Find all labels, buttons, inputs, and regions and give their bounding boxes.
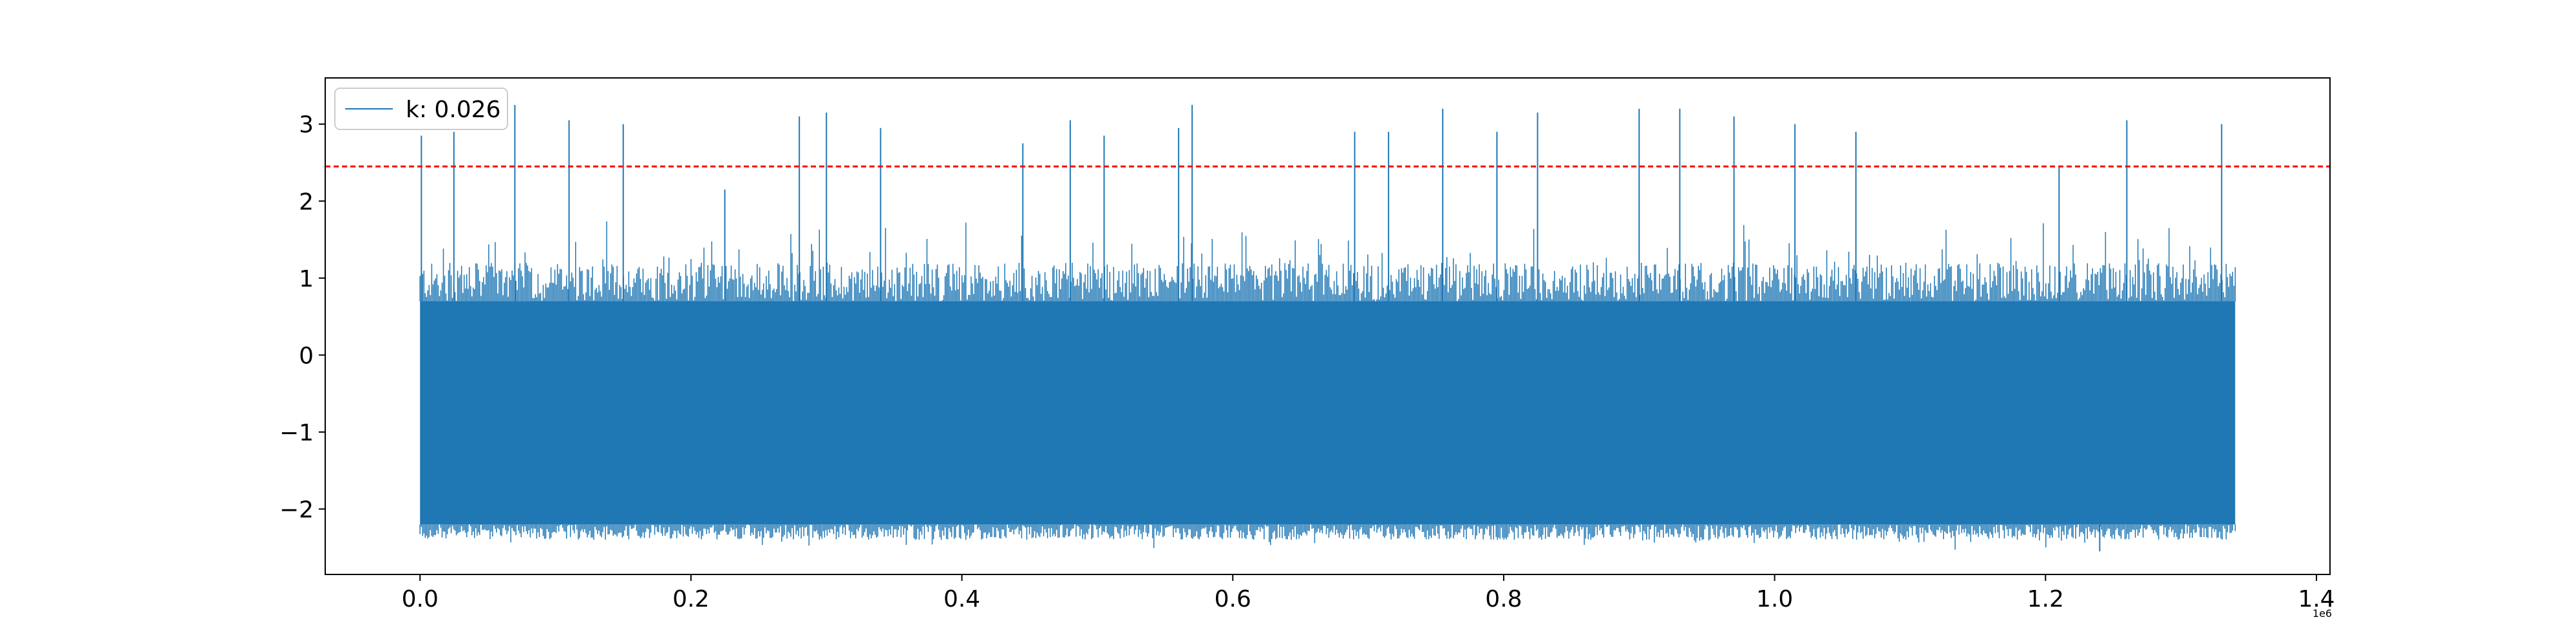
plot-area	[325, 104, 2330, 552]
x-tick-label: 0.8	[1485, 586, 1522, 612]
series-fringe-bottom	[419, 524, 2236, 550]
y-tick-label: 0	[299, 343, 314, 369]
x-axis-offset-label: 1e6	[2313, 607, 2332, 620]
x-tick-label: 0.6	[1215, 586, 1251, 612]
x-tick-label: 0.4	[943, 586, 980, 612]
y-tick-label: −2	[279, 497, 314, 523]
y-tick-label: −1	[279, 420, 314, 446]
axes-frame	[325, 77, 2331, 575]
x-axis: 0.0 0.2 0.4 0.6 0.8 1.0 1.2 1.4	[402, 574, 2335, 612]
series-band	[420, 301, 2235, 525]
y-tick-label: 1	[299, 266, 314, 292]
series-fringe-top	[419, 221, 2236, 301]
x-tick-label: 1.0	[1756, 586, 1793, 612]
y-axis: −2 −1 0 1 2 3	[279, 112, 325, 523]
x-tick-label: 0.0	[402, 586, 439, 612]
legend-series-label: k: 0.026	[406, 97, 500, 123]
x-tick-label: 1.2	[2027, 586, 2064, 612]
y-tick-label: 3	[299, 112, 314, 138]
legend-box	[334, 88, 508, 130]
x-tick-label: 1.4	[2298, 586, 2334, 612]
x-tick-label: 0.2	[672, 586, 709, 612]
legend: k: 0.026	[334, 88, 508, 130]
y-tick-label: 2	[299, 189, 314, 215]
